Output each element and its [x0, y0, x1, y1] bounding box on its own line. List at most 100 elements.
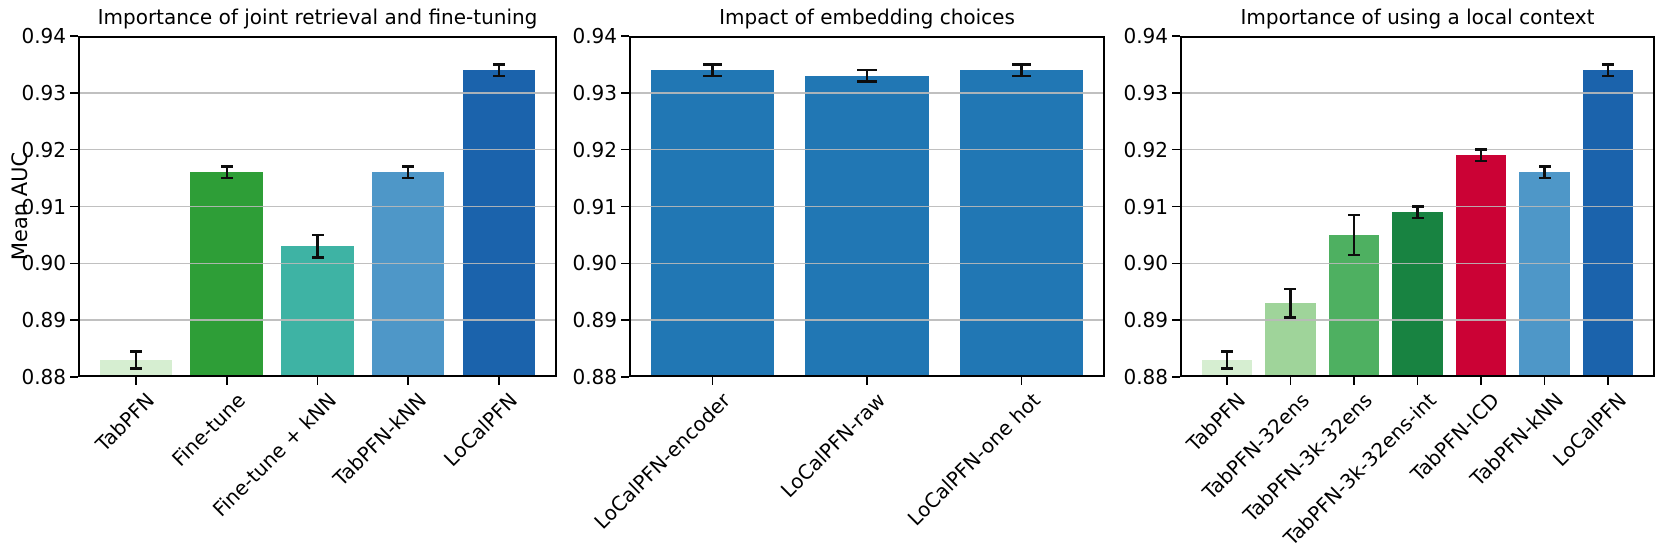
chart-title: Importance of joint retrieval and fine-t…: [97, 5, 538, 29]
error-bar-cap: [1411, 216, 1424, 220]
y-tick-label: 0.93: [21, 80, 66, 105]
y-axis-tick: [70, 319, 78, 321]
error-bar-cap: [220, 176, 233, 180]
y-tick-label: 0.88: [572, 365, 617, 389]
gridline: [78, 148, 557, 151]
y-tick-label: 0.92: [572, 137, 617, 162]
y-tick-label: 0.93: [1123, 80, 1168, 105]
error-bar-cap: [220, 165, 233, 168]
gridline: [1180, 148, 1655, 151]
bar: [1392, 212, 1443, 377]
error-bar-cap: [402, 165, 415, 168]
x-axis-tick: [316, 377, 319, 385]
y-tick-label: 0.94: [572, 24, 617, 48]
y-axis-tick: [621, 148, 629, 151]
bar: [650, 70, 775, 377]
error-bar: [1416, 206, 1419, 218]
error-bar-cap: [130, 367, 143, 370]
error-bar-cap: [857, 68, 877, 72]
chart-title: Impact of embedding choices: [719, 5, 1015, 29]
error-bar-cap: [1011, 63, 1032, 66]
error-bar-cap: [311, 256, 324, 259]
gridline: [78, 92, 557, 94]
y-tick-label: 0.91: [21, 194, 66, 219]
gridline: [78, 319, 557, 321]
y-tick-label: 0.89: [1123, 308, 1168, 333]
error-bar: [865, 70, 869, 82]
x-axis-tick: [498, 377, 500, 385]
error-bar: [497, 64, 501, 76]
error-bar-cap: [1538, 165, 1551, 168]
x-axis-tick: [711, 377, 714, 385]
axis-spines: [1180, 36, 1655, 377]
error-bar-cap: [702, 63, 723, 66]
y-tick-label: 0.89: [21, 308, 66, 333]
gridline: [1180, 262, 1655, 265]
error-bar: [406, 166, 410, 179]
gridline: [629, 205, 1105, 208]
y-tick-label: 0.92: [1123, 137, 1168, 162]
x-axis-tick: [1289, 377, 1292, 385]
gridline: [1180, 92, 1655, 94]
y-tick-label: 0.92: [21, 137, 66, 162]
error-bar: [1225, 351, 1229, 369]
bar: [1455, 155, 1507, 377]
y-axis-tick: [70, 376, 78, 378]
y-tick-label: 0.88: [21, 365, 66, 389]
error-bar-cap: [402, 176, 415, 180]
x-axis-tick: [407, 377, 409, 385]
x-axis-tick: [225, 377, 228, 385]
error-bar: [1543, 166, 1546, 179]
y-tick-label: 0.90: [1123, 251, 1168, 276]
error-bar-cap: [1220, 367, 1233, 370]
error-bar-cap: [1602, 74, 1614, 78]
error-bar-cap: [1220, 350, 1233, 353]
error-bar: [1479, 149, 1483, 162]
x-axis-tick: [1226, 377, 1228, 385]
error-bar-cap: [1284, 287, 1297, 291]
plot-area: 0.88 0.89 0.90 0.91 0.92 0.93 0.94 TabPFN TabPFN…: [1123, 24, 1655, 546]
error-bar-cap: [1347, 213, 1360, 217]
bar: [1582, 70, 1634, 377]
y-tick-label: 0.88: [1123, 365, 1168, 389]
x-axis-tick: [1416, 377, 1419, 385]
error-bar: [225, 166, 229, 179]
error-bar-cap: [1347, 253, 1360, 257]
error-bar-cap: [1475, 148, 1487, 151]
bar: [281, 246, 354, 377]
plot-area: 0.88 0.89 0.90 0.91 0.92 0.93 0.94 LoCalPFN-enc…: [572, 24, 1105, 534]
y-tick-label: 0.89: [572, 308, 617, 333]
y-axis-tick: [70, 92, 78, 94]
plot-area: 0.88 0.89 0.90 0.91 0.92 0.93 0.94 TabPFN Fine-t…: [21, 24, 557, 521]
x-axis-tick: [1353, 377, 1355, 385]
x-axis-tick: [1607, 377, 1609, 385]
gridline: [78, 262, 557, 265]
y-axis-tick: [1172, 148, 1180, 151]
gridline: [629, 92, 1105, 94]
x-axis-tick: [866, 377, 868, 385]
y-tick-label: 0.93: [572, 80, 617, 105]
x-tick-label: TabPFN: [1181, 388, 1250, 457]
gridline: [629, 262, 1105, 265]
y-tick-label: 0.91: [1123, 194, 1168, 219]
error-bar-cap: [311, 233, 324, 237]
error-bar-cap: [1475, 159, 1487, 163]
y-tick-label: 0.94: [1123, 24, 1168, 48]
error-bar: [711, 64, 714, 76]
error-bar-cap: [857, 80, 877, 83]
y-tick-label: 0.90: [572, 251, 617, 276]
y-axis-tick: [70, 35, 78, 37]
error-bar-cap: [1011, 74, 1032, 78]
y-axis-tick: [1172, 35, 1180, 37]
x-axis-tick: [135, 377, 137, 385]
y-axis-tick: [1172, 205, 1180, 208]
y-axis-tick: [70, 148, 78, 151]
y-axis-tick: [621, 35, 629, 37]
error-bar-cap: [492, 63, 505, 66]
x-axis-tick: [1020, 377, 1023, 385]
error-bar-cap: [1411, 205, 1424, 208]
error-bar: [1289, 288, 1292, 318]
